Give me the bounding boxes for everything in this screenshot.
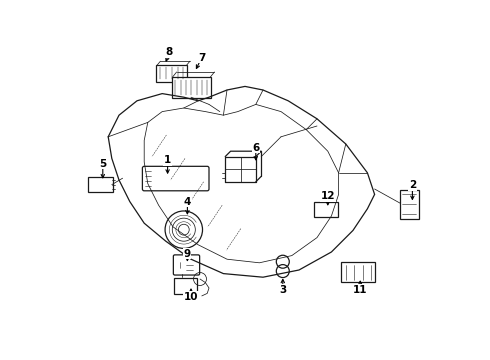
Text: 5: 5 <box>99 159 106 169</box>
FancyBboxPatch shape <box>156 65 187 82</box>
FancyBboxPatch shape <box>173 255 199 275</box>
Text: 7: 7 <box>198 53 205 63</box>
FancyBboxPatch shape <box>342 262 375 282</box>
Text: 1: 1 <box>164 155 171 165</box>
Text: 3: 3 <box>279 285 287 295</box>
Text: 6: 6 <box>252 143 259 153</box>
Text: 4: 4 <box>184 197 191 207</box>
FancyBboxPatch shape <box>172 77 211 98</box>
Text: 8: 8 <box>166 47 173 57</box>
FancyBboxPatch shape <box>174 278 197 294</box>
Text: 10: 10 <box>184 292 198 302</box>
Text: 2: 2 <box>409 180 416 190</box>
Text: 12: 12 <box>320 191 335 201</box>
FancyBboxPatch shape <box>88 177 113 192</box>
Text: 9: 9 <box>184 249 191 259</box>
Text: 11: 11 <box>353 285 368 295</box>
FancyBboxPatch shape <box>143 166 209 191</box>
FancyBboxPatch shape <box>400 190 418 219</box>
FancyBboxPatch shape <box>315 202 338 217</box>
